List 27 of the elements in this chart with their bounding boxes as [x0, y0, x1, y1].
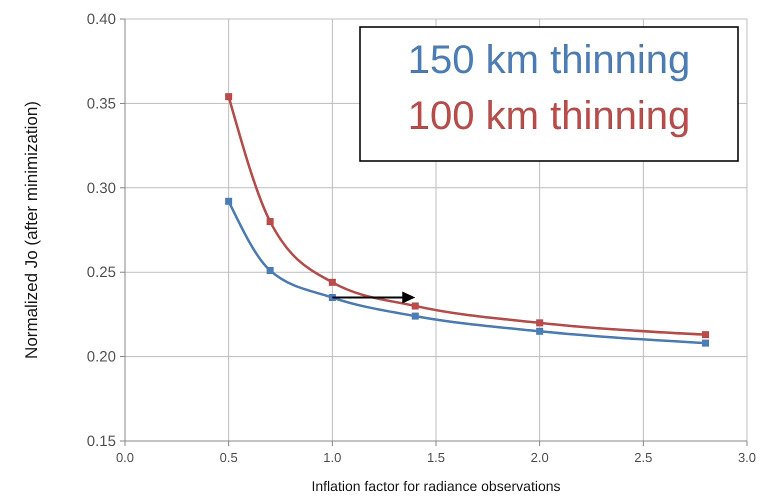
- point: [536, 328, 544, 335]
- x-axis-title: Inflation factor for radiance observations: [311, 478, 561, 494]
- point: [266, 218, 274, 226]
- point: [702, 331, 710, 338]
- y-tick-label: 0.15: [86, 433, 116, 450]
- point: [412, 312, 419, 320]
- y-tick-label: 0.30: [86, 180, 116, 197]
- x-tick-label: 0.5: [220, 450, 238, 465]
- x-tick-label: 1.5: [426, 450, 446, 465]
- y-axis-title: Normalized Jo (after minimization): [22, 101, 41, 359]
- x-tick-label: 0.0: [116, 450, 134, 465]
- y-tick-label: 0.25: [86, 264, 116, 282]
- y-tick-label: 0.40: [86, 11, 116, 28]
- point: [266, 267, 274, 274]
- x-tick-label: 3.0: [738, 450, 756, 465]
- point: [536, 319, 544, 326]
- x-tick-label: 2.0: [530, 450, 549, 465]
- text-box: 150 km thinning 100 km thinning: [359, 26, 739, 162]
- x-tick-label: 2.5: [634, 450, 652, 465]
- y-tick-label: 0.35: [86, 95, 116, 112]
- x-tick-label: 1.0: [323, 450, 342, 465]
- point: [328, 278, 336, 286]
- point: [412, 302, 419, 310]
- point: [225, 198, 232, 205]
- y-tick-label: 0.20: [86, 348, 116, 366]
- point: [702, 340, 710, 347]
- point: [225, 93, 232, 100]
